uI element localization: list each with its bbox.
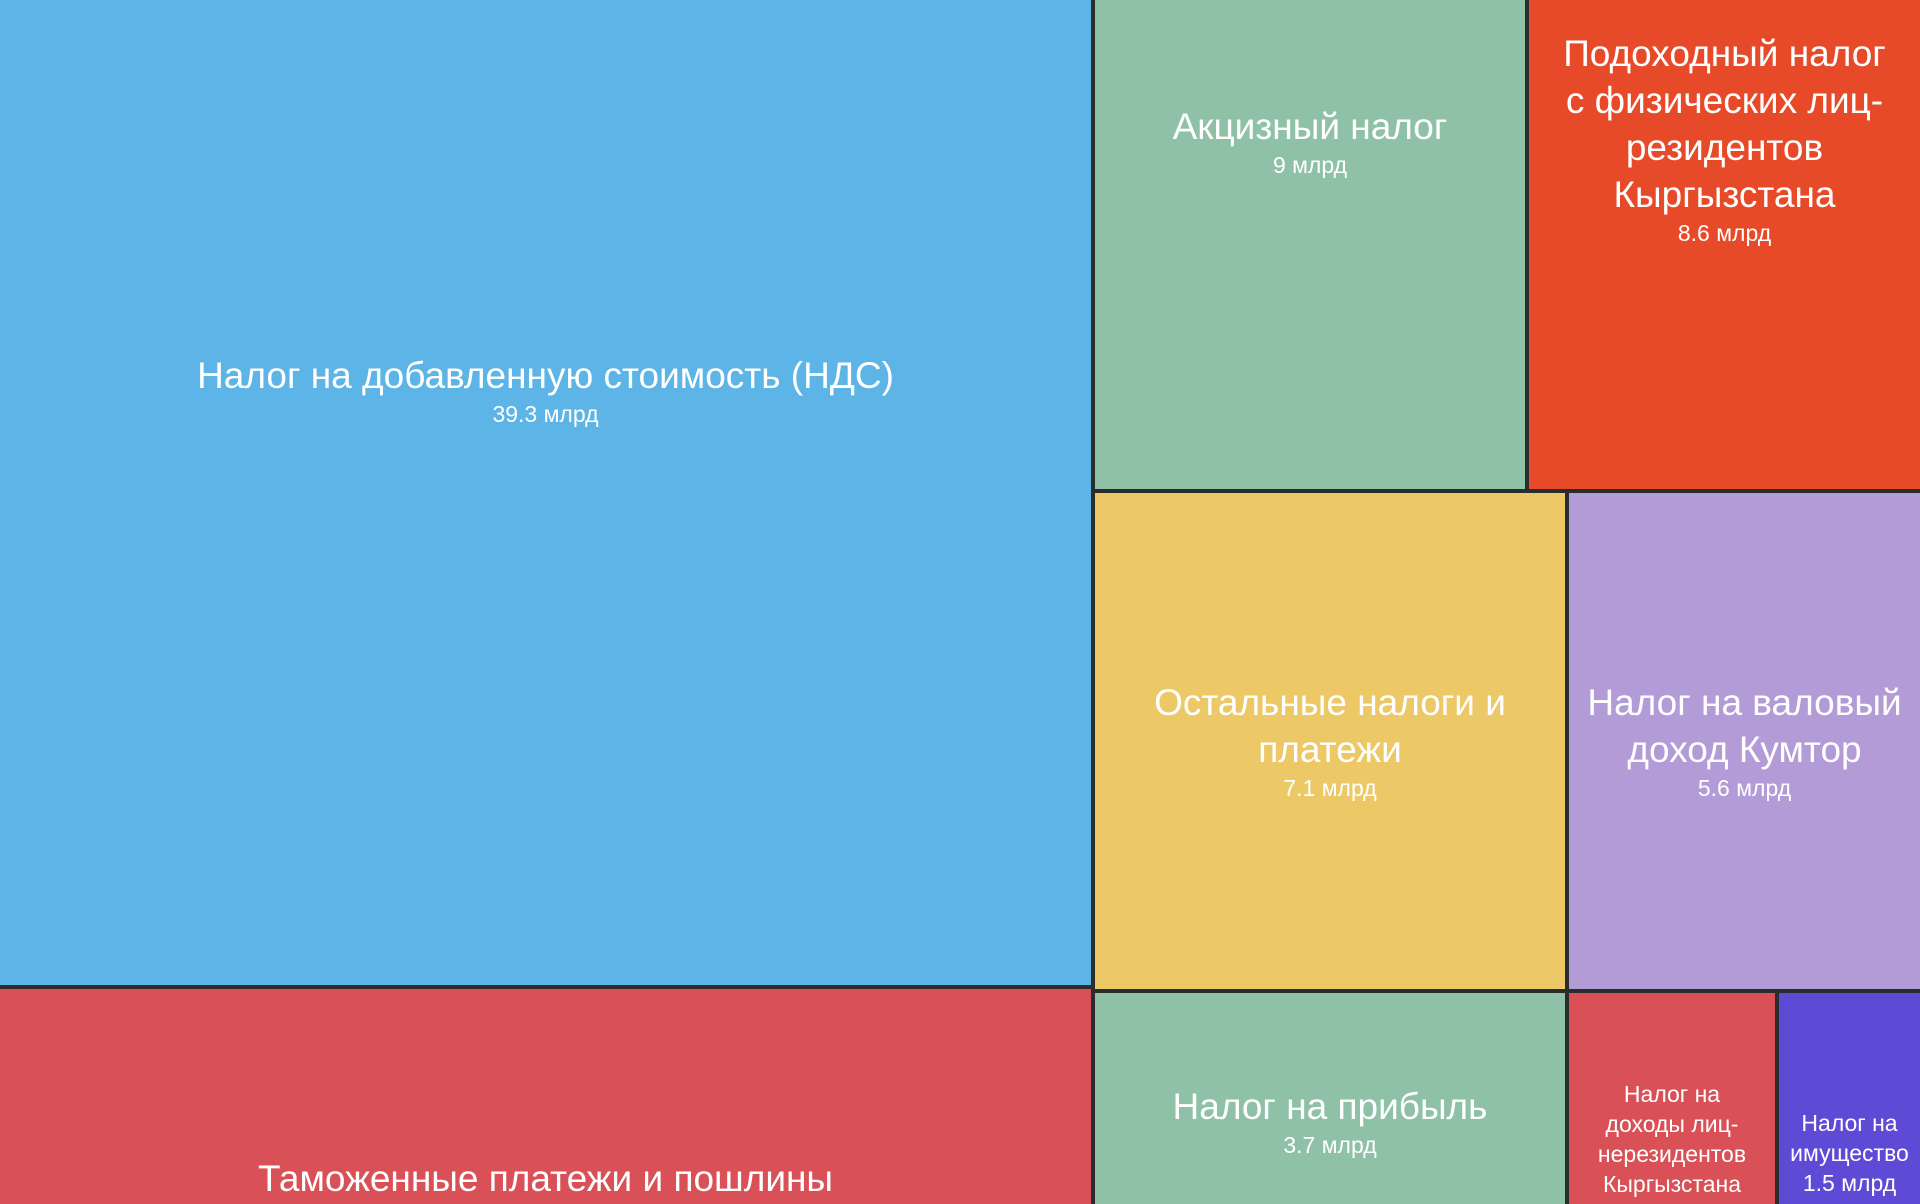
tile-label: резидентов	[1625, 127, 1824, 168]
treemap-tile-customs[interactable]: Таможенные платежи и пошлины	[0, 989, 1091, 1204]
treemap-tile-vat[interactable]: Налог на добавленную стоимость (НДС) 39.…	[0, 0, 1091, 985]
tile-text-block: Таможенные платежи и пошлины	[0, 1155, 1091, 1202]
tile-label: Таможенные платежи и пошлины	[257, 1158, 834, 1199]
treemap-tile-other-taxes[interactable]: Остальные налоги и платежи 7.1 млрд	[1095, 493, 1565, 989]
tile-label: Акцизный налог	[1172, 106, 1448, 147]
tile-text-block: Налог на доходы лиц- нерезидентов Кыргыз…	[1569, 1079, 1775, 1199]
tile-text-block: Налог на валовый доход Кумтор 5.6 млрд	[1569, 679, 1920, 803]
tile-value: 8.6 млрд	[1677, 220, 1772, 246]
tile-text-block: Налог на добавленную стоимость (НДС) 39.…	[0, 352, 1091, 429]
tile-value: 3.7 млрд	[1283, 1132, 1377, 1158]
tile-label: Налог на добавленную стоимость (НДС)	[197, 355, 894, 396]
tile-text-block: Налог на прибыль 3.7 млрд	[1095, 1083, 1565, 1160]
tile-label: Налог на	[1801, 1110, 1898, 1136]
treemap-tile-profit[interactable]: Налог на прибыль 3.7 млрд	[1095, 993, 1565, 1204]
tile-value: 9 млрд	[1272, 152, 1348, 178]
tile-label: платежи	[1258, 729, 1402, 770]
treemap-tile-property[interactable]: Налог на имущество 1.5 млрд	[1779, 993, 1920, 1204]
tile-label: доход Кумтор	[1627, 729, 1862, 770]
tile-label: доходы лиц-	[1605, 1111, 1739, 1137]
treemap-tile-kumtor[interactable]: Налог на валовый доход Кумтор 5.6 млрд	[1569, 493, 1920, 989]
tile-value: 5.6 млрд	[1697, 775, 1792, 801]
tile-text-block: Подоходный налог с физических лиц- резид…	[1529, 30, 1920, 248]
tile-text-block: Налог на имущество 1.5 млрд	[1779, 1108, 1920, 1198]
tile-label: с физических лиц-	[1565, 80, 1884, 121]
tile-label: нерезидентов	[1597, 1141, 1747, 1167]
treemap-tile-income-nonresidents[interactable]: Налог на доходы лиц- нерезидентов Кыргыз…	[1569, 993, 1775, 1204]
tile-text-block: Остальные налоги и платежи 7.1 млрд	[1095, 679, 1565, 803]
tile-label: Остальные налоги и	[1154, 682, 1506, 723]
tile-value: 39.3 млрд	[492, 401, 599, 427]
tile-value: 7.1 млрд	[1283, 775, 1377, 801]
treemap-tile-excise[interactable]: Акцизный налог 9 млрд	[1095, 0, 1525, 489]
tile-text-block: Акцизный налог 9 млрд	[1095, 103, 1525, 180]
tile-label: Налог на валовый	[1587, 682, 1902, 723]
tile-label: Налог на прибыль	[1172, 1086, 1488, 1127]
tile-label: Налог на	[1623, 1081, 1721, 1107]
tile-label: Кыргызстана	[1613, 174, 1836, 215]
tile-value: 1.5 млрд	[1802, 1170, 1897, 1196]
tile-label: Подоходный налог	[1563, 33, 1886, 74]
tile-label: имущество	[1790, 1140, 1909, 1166]
tile-label: Кыргызстана	[1603, 1171, 1741, 1197]
treemap-tile-income-residents[interactable]: Подоходный налог с физических лиц- резид…	[1529, 0, 1920, 489]
